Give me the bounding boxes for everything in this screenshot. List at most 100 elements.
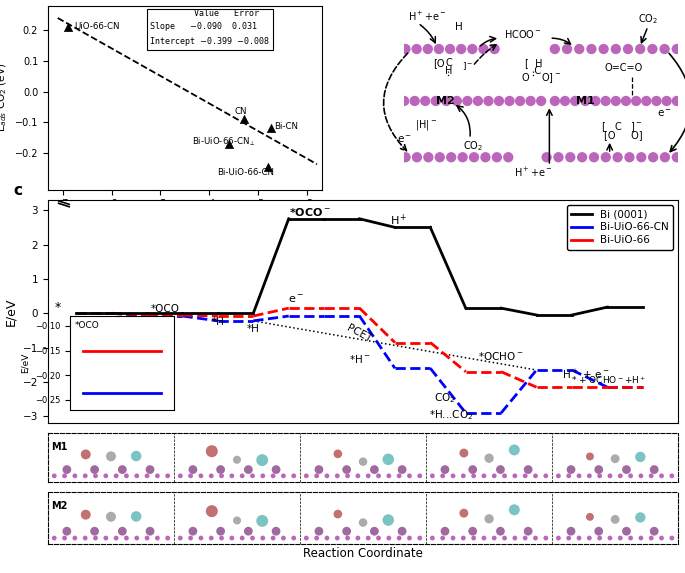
Point (145, 465, 155, 474)
Point (216, 533, 227, 543)
Point (131, 452, 142, 461)
Text: M2: M2 (436, 96, 455, 105)
Point (90, 533, 101, 543)
Point (640, 96, 651, 105)
Legend: Bi (0001), Bi-UiO-66-CN, Bi-UiO-66: Bi (0001), Bi-UiO-66-CN, Bi-UiO-66 (566, 205, 673, 250)
Point (265, 124, 276, 133)
Point (247, 533, 258, 543)
Point (536, 96, 547, 105)
Point (489, 533, 500, 543)
Point (647, 152, 658, 162)
Point (69, 533, 80, 543)
Point (549, 45, 560, 54)
Point (268, 471, 279, 480)
Point (646, 471, 657, 480)
Point (321, 471, 332, 480)
Point (458, 471, 469, 480)
Text: H$^+$+e$^-$: H$^+$+e$^-$ (408, 10, 447, 23)
Point (594, 533, 605, 543)
Point (358, 518, 369, 527)
Point (62, 22, 73, 32)
Point (566, 527, 577, 536)
Y-axis label: E$_{ads}$ CO$_2$ (eV): E$_{ads}$ CO$_2$ (eV) (0, 63, 9, 132)
Point (105, 512, 116, 521)
Point (162, 471, 173, 480)
Point (79, 533, 90, 543)
Point (232, 516, 242, 525)
Point (383, 455, 394, 464)
Point (278, 533, 289, 543)
Point (314, 465, 325, 474)
Text: CO$_2$: CO$_2$ (462, 139, 483, 154)
Point (624, 152, 635, 162)
Point (422, 45, 434, 54)
Point (62, 465, 73, 474)
Text: c: c (13, 183, 23, 198)
Text: O=C=O: O=C=O (604, 62, 643, 73)
Point (257, 516, 268, 525)
Point (216, 471, 227, 480)
Point (427, 471, 438, 480)
Point (332, 509, 343, 519)
Text: M1: M1 (51, 442, 68, 452)
Point (509, 505, 520, 515)
Point (468, 471, 479, 480)
Point (268, 533, 279, 543)
Point (503, 152, 514, 162)
Point (332, 471, 342, 480)
Point (80, 450, 91, 459)
Text: Bi-UiO-66-CN: Bi-UiO-66-CN (216, 168, 274, 176)
Point (478, 471, 489, 480)
Point (667, 471, 677, 480)
Point (301, 533, 312, 543)
Point (615, 533, 626, 543)
Text: *H: *H (247, 324, 260, 334)
Point (373, 471, 384, 480)
Point (651, 96, 662, 105)
Point (447, 533, 458, 543)
Point (332, 449, 343, 458)
Point (358, 457, 369, 466)
Point (427, 533, 438, 543)
Point (467, 527, 478, 536)
Point (397, 527, 408, 536)
Point (262, 162, 273, 171)
Point (311, 471, 322, 480)
Point (584, 452, 595, 461)
Text: *H...CO$_2$: *H...CO$_2$ (429, 408, 474, 422)
Point (447, 471, 458, 480)
Point (473, 96, 484, 105)
Point (411, 45, 422, 54)
Point (480, 152, 491, 162)
Point (258, 471, 269, 480)
Point (671, 45, 682, 54)
Point (341, 527, 352, 536)
Point (206, 446, 217, 456)
Point (238, 115, 249, 124)
Point (301, 471, 312, 480)
Point (321, 533, 332, 543)
Point (621, 465, 632, 474)
Point (563, 471, 574, 480)
Point (649, 465, 660, 474)
Point (625, 471, 636, 480)
Point (636, 471, 647, 480)
Point (612, 152, 623, 162)
Point (59, 533, 70, 543)
Point (49, 533, 60, 543)
Text: M2: M2 (51, 501, 68, 511)
Point (121, 471, 132, 480)
Point (117, 465, 128, 474)
Text: a: a (0, 0, 3, 3)
Point (89, 527, 100, 536)
Point (195, 533, 206, 543)
Point (400, 152, 411, 162)
Y-axis label: E/eV: E/eV (4, 297, 17, 326)
Point (495, 527, 506, 536)
Text: Value   Error
Slope   $-$0.090  0.031
Intercept $-$0.399 $-$0.008: Value Error Slope $-$0.090 0.031 Interce… (149, 9, 271, 48)
Point (584, 512, 595, 521)
Point (625, 533, 636, 543)
Point (525, 96, 536, 105)
Point (352, 471, 363, 480)
Text: Bi-UiO-66-CN$_\perp$: Bi-UiO-66-CN$_\perp$ (192, 136, 256, 148)
